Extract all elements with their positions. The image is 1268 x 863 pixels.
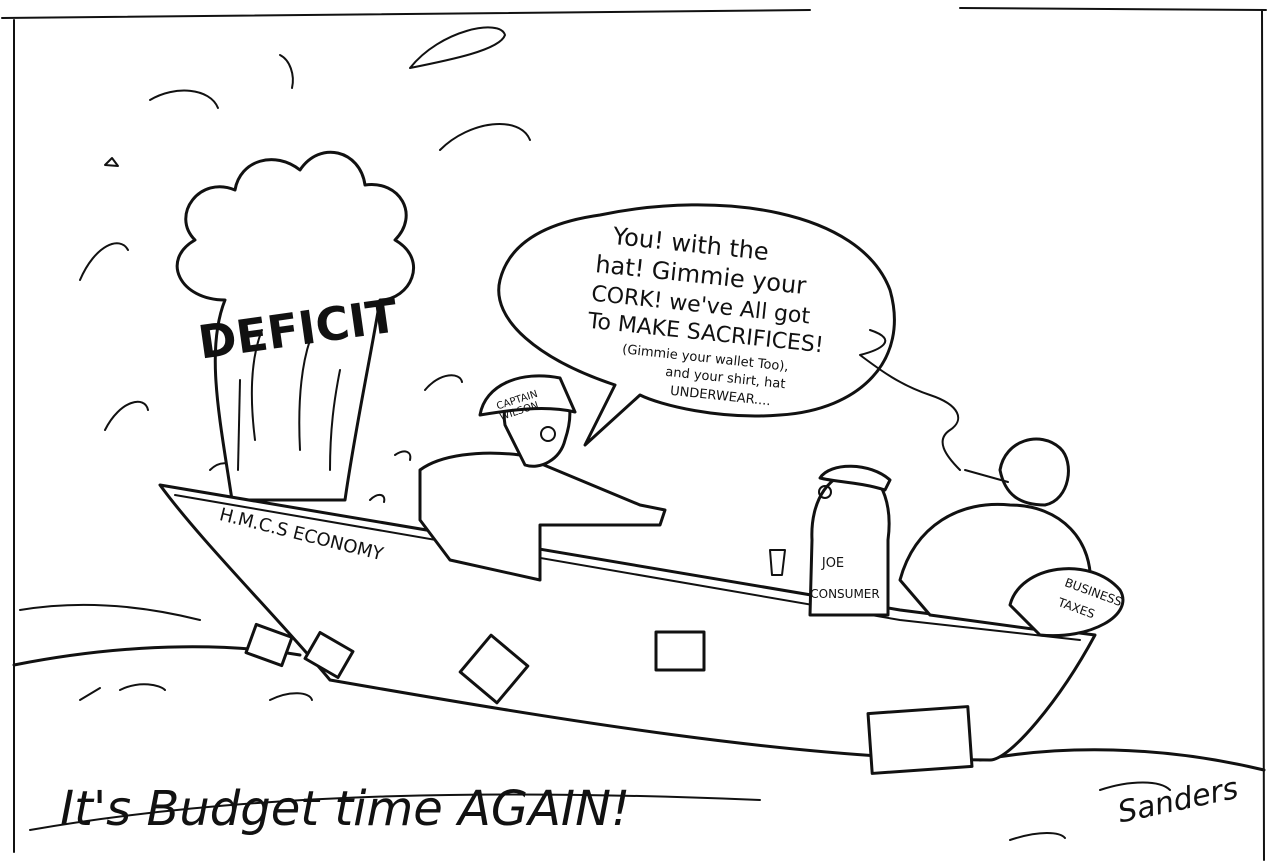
hull-patch (303, 631, 355, 679)
joe-label-2: CONSUMER (810, 587, 879, 601)
hull-patch (458, 633, 530, 705)
deficit-geyser: DEFICIT (175, 150, 416, 502)
hull-patch (654, 630, 706, 672)
speech-bubble: You! with the hat! Gimmie your CORK! we'… (497, 203, 896, 447)
hull-patch (244, 622, 294, 668)
splash-marks (79, 26, 531, 503)
sinking-boat-icon: H.M.C.S ECONOMY (158, 483, 1097, 775)
captain-figure: CAPTAIN WILSON (418, 374, 667, 582)
hull-patch (866, 705, 974, 775)
joe-consumer-figure: JOE CONSUMER (769, 464, 892, 617)
cigar-smoke (859, 329, 961, 471)
joe-label-1: JOE (821, 556, 844, 571)
business-figure: BUSINESS TAXES (898, 437, 1125, 638)
panel-border (1, 7, 1267, 861)
signature: Sanders (1115, 771, 1242, 831)
caption: It's Budget time AGAIN! (60, 781, 630, 837)
